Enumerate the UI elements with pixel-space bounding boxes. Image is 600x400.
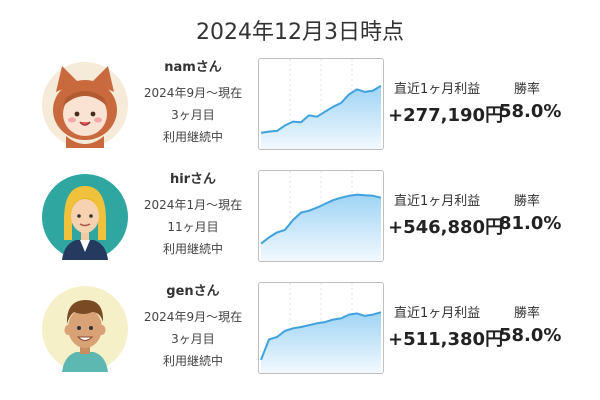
- usage-period: 2024年9月〜現在: [143, 310, 243, 324]
- user-name: hirさん: [169, 172, 217, 187]
- win-rate-label: 勝率: [514, 194, 541, 209]
- usage-status: 利用継続中: [162, 242, 223, 256]
- win-rate-value: 58.0%: [499, 325, 562, 346]
- usage-months: 3ヶ月目: [171, 108, 215, 122]
- profit-label: 直近1ヶ月利益: [394, 82, 481, 97]
- usage-months: 3ヶ月目: [171, 332, 215, 346]
- user-name: namさん: [164, 60, 222, 75]
- brown-hair-man-avatar-icon: [42, 286, 128, 372]
- user-card: hirさん 2024年1月〜現在 11ヶ月目 利用継続中 直近1ヶ月利益 勝率 …: [0, 170, 600, 280]
- profit-label: 直近1ヶ月利益: [394, 306, 481, 321]
- trend-sparkline: [260, 283, 382, 373]
- profit-trend-chart: [258, 282, 384, 374]
- usage-status: 利用継続中: [162, 130, 223, 144]
- profit-trend-chart: [258, 58, 384, 150]
- user-card: genさん 2024年9月〜現在 3ヶ月目 利用継続中 直近1ヶ月利益 勝率 +…: [0, 282, 600, 392]
- usage-period: 2024年9月〜現在: [143, 86, 243, 100]
- profit-value: +277,190円: [388, 105, 504, 126]
- trend-sparkline: [260, 171, 382, 261]
- usage-period: 2024年1月〜現在: [143, 198, 243, 212]
- trend-area: [261, 85, 381, 149]
- usage-status: 利用継続中: [162, 354, 223, 368]
- trend-line: [260, 193, 382, 245]
- trend-line: [260, 311, 382, 361]
- trend-area: [261, 194, 381, 261]
- trend-line: [260, 84, 382, 134]
- win-rate-label: 勝率: [514, 82, 541, 97]
- win-rate-label: 勝率: [514, 306, 541, 321]
- win-rate-value: 58.0%: [499, 101, 562, 122]
- user-card: namさん 2024年9月〜現在 3ヶ月目 利用継続中 直近1ヶ月利益 勝率 +…: [0, 58, 600, 168]
- blonde-woman-avatar-icon: [42, 174, 128, 260]
- usage-months: 11ヶ月目: [167, 220, 219, 234]
- profit-value: +546,880円: [388, 217, 504, 238]
- win-rate-value: 81.0%: [499, 213, 562, 234]
- profit-trend-chart: [258, 170, 384, 262]
- profit-value: +511,380円: [388, 329, 504, 350]
- trend-sparkline: [260, 59, 382, 149]
- page-title: 2024年12月3日時点: [196, 20, 404, 45]
- profit-label: 直近1ヶ月利益: [394, 194, 481, 209]
- cat-hood-girl-avatar-icon: [42, 62, 128, 148]
- user-name: genさん: [166, 284, 220, 299]
- trend-area: [261, 312, 381, 373]
